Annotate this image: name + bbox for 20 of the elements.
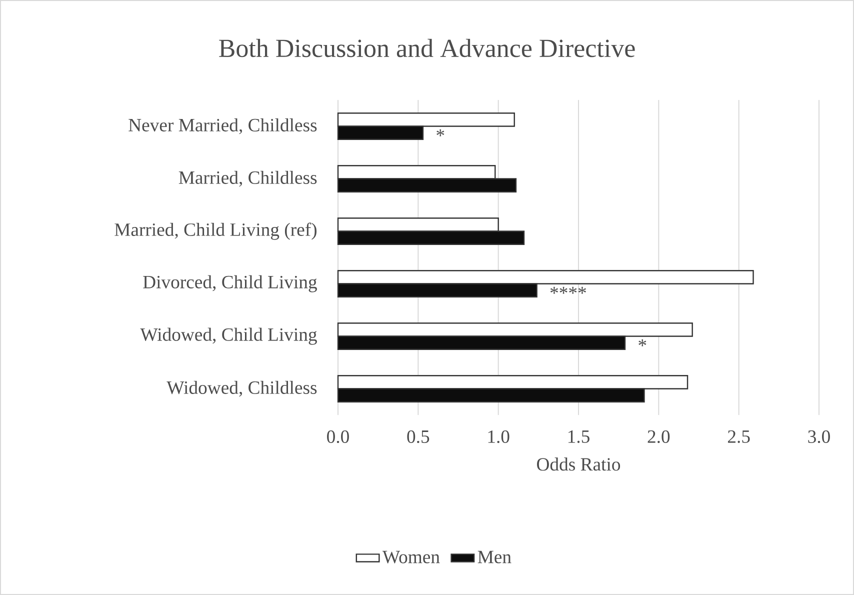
x-tick-label: 1.5 bbox=[568, 430, 590, 443]
x-tick-label: 1.0 bbox=[488, 430, 510, 444]
annotation: * bbox=[436, 129, 444, 136]
y-tick-label: Divorced, Child Living bbox=[143, 275, 317, 292]
annotation: * bbox=[638, 339, 646, 346]
x-tick-label: 0.5 bbox=[407, 430, 430, 444]
x-tick-label: 0.0 bbox=[327, 430, 349, 444]
y-tick-label: Married, Childless bbox=[178, 170, 317, 187]
x-tick-label: 2.0 bbox=[648, 430, 670, 444]
x-tick-label: 3.0 bbox=[808, 430, 830, 444]
x-tick-label: 2.5 bbox=[728, 430, 750, 443]
y-tick-label: Widowed, Child Living bbox=[140, 328, 317, 345]
chart-title: Both Discussion and Advance Directive bbox=[219, 38, 635, 58]
y-tick-label: Married, Child Living (ref) bbox=[114, 222, 316, 240]
legend-label: Men bbox=[478, 550, 512, 564]
y-tick-label: Never Married, Childless bbox=[128, 118, 317, 134]
annotation: **** bbox=[550, 286, 586, 294]
y-tick-label: Widowed, Childless bbox=[166, 380, 317, 397]
legend-label: Women bbox=[382, 550, 440, 564]
x-axis-title: Odds Ratio bbox=[537, 458, 620, 471]
